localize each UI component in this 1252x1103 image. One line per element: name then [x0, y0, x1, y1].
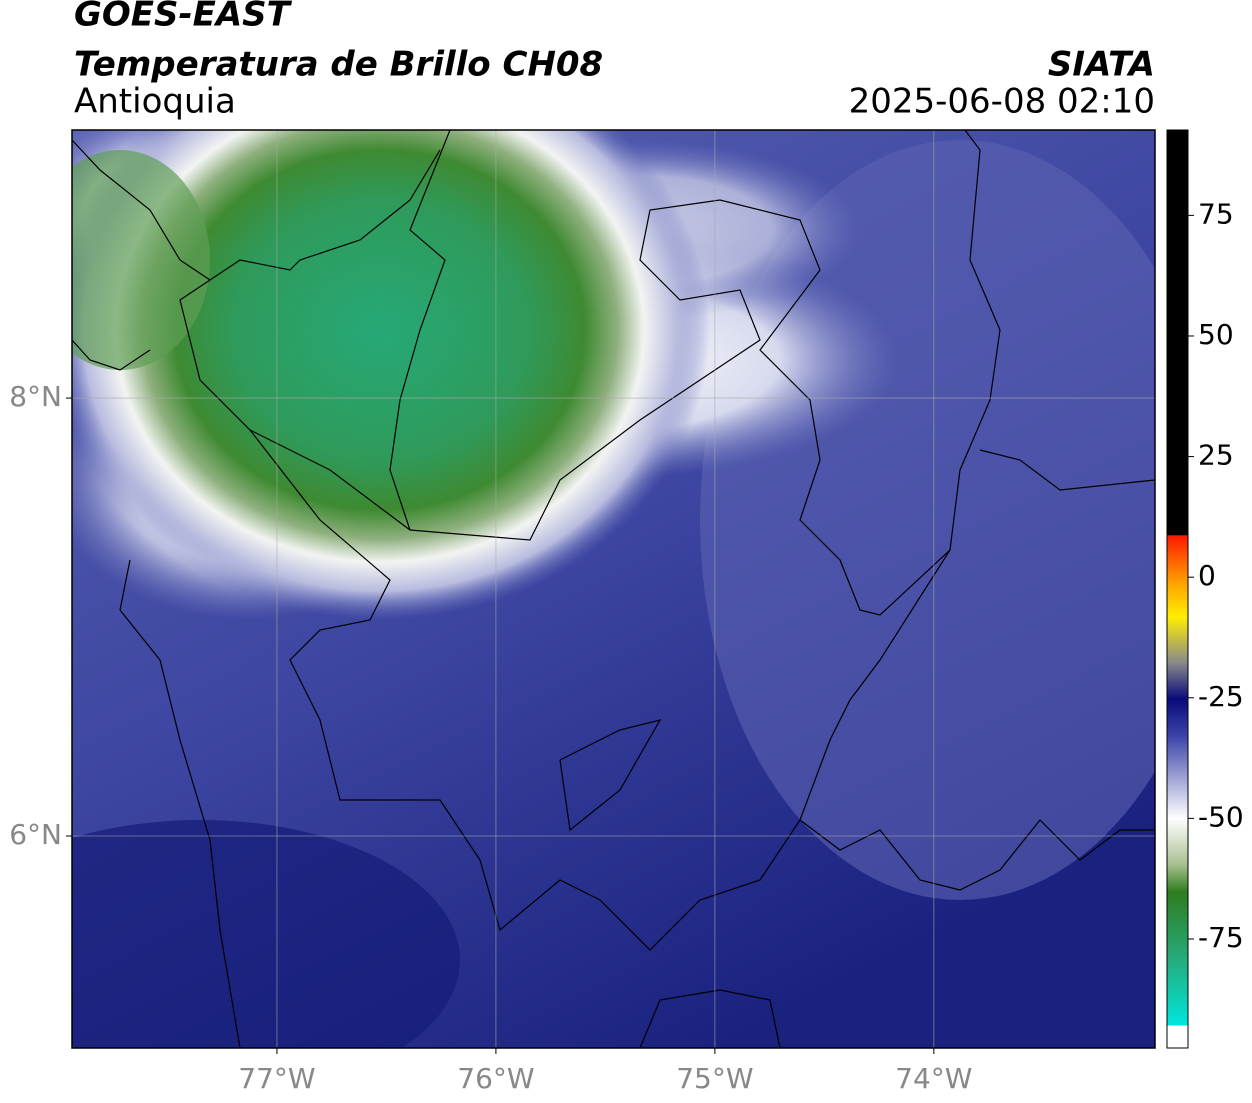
colorbar-tick-label: 25	[1198, 439, 1234, 472]
x-tick-label: 77°W	[238, 1062, 315, 1095]
satellite-image	[72, 130, 1155, 1048]
colorbar	[1166, 129, 1189, 1049]
colorbar-tick-label: -50	[1198, 800, 1244, 833]
colorbar-tick-label: 75	[1198, 197, 1234, 230]
datetime-label: 2025-06-08 02:10	[849, 82, 1155, 122]
grid	[72, 130, 1155, 1048]
x-tick-label: 75°W	[676, 1062, 753, 1095]
y-tick-label: 6°N	[9, 818, 62, 851]
region-label: Antioquia	[74, 82, 236, 122]
y-tick-label: 8°N	[9, 380, 62, 413]
colorbar-tick-label: 0	[1198, 559, 1216, 592]
source-label: SIATA	[1048, 45, 1155, 85]
colorbar-tick-label: -75	[1198, 921, 1244, 954]
satellite-title: GOES-EAST	[74, 0, 293, 35]
colorbar-tick-label: -25	[1198, 680, 1244, 713]
x-tick-label: 76°W	[457, 1062, 534, 1095]
product-title: Temperatura de Brillo CH08	[74, 45, 603, 85]
colorbar-tick-label: 50	[1198, 318, 1234, 351]
x-tick-label: 74°W	[895, 1062, 972, 1095]
map-frame	[71, 129, 1156, 1049]
